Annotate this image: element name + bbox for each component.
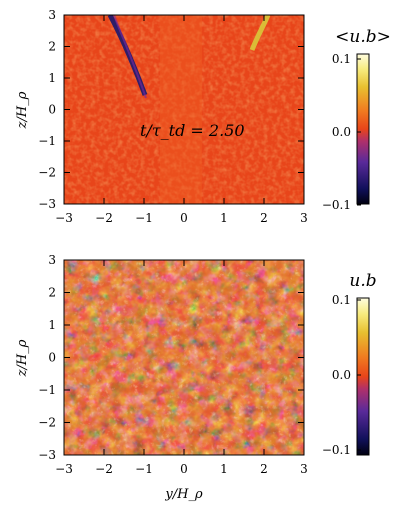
x-tick-label: 1	[220, 462, 228, 476]
x-tick-label: 0	[180, 462, 188, 476]
y-tick-label: 2	[48, 40, 56, 54]
colorbar-tick-label: 0.1	[332, 52, 351, 66]
ticks-top: −3 −2 −1 0 1 2 3 −3 −2 −1 0 1 2 3	[38, 8, 308, 225]
x-tick-label: 2	[260, 462, 268, 476]
colorbar-tick-label: 0.1	[332, 293, 351, 307]
colorbar-tick-label: −0.1	[322, 443, 351, 457]
colorbar-ticks-bottom: 0.1 0.0 −0.1	[322, 293, 361, 457]
colorbar-tick-label: −0.1	[322, 198, 351, 212]
y-tick-label: 1	[48, 71, 56, 85]
x-tick-label: 1	[220, 211, 228, 225]
field-highlights	[64, 260, 304, 455]
y-tick-label: −2	[38, 166, 56, 180]
plot-area-bottom	[64, 260, 304, 455]
x-tick-label: −1	[135, 211, 153, 225]
field-texture	[64, 15, 304, 204]
x-tick-label: 3	[300, 211, 308, 225]
y-tick-label: −1	[38, 134, 56, 148]
y-tick-label: 2	[48, 286, 56, 300]
y-tick-label: 0	[48, 103, 56, 117]
colorbar-title-bottom: u.b	[349, 271, 376, 291]
x-tick-label: −3	[55, 211, 73, 225]
colorbar-tick-label: 0.0	[332, 125, 351, 139]
y-tick-label: −2	[38, 416, 56, 430]
ticks-bottom: −3 −2 −1 0 1 2 3 −3 −2 −1 0 1 2 3	[38, 253, 308, 476]
colorbar-bottom	[356, 297, 370, 456]
y-tick-label: 0	[48, 351, 56, 365]
chart-bottom-svg: −3 −2 −1 0 1 2 3 −3 −2 −1 0 1 2 3 z/H_ρ y/H_ρ u.b 0.1…	[15, 253, 377, 502]
y-tick-label: −1	[38, 383, 56, 397]
colorbar-top	[356, 53, 370, 205]
chart-top-svg: −3 −2 −1 0 1 2 3 −3 −2 −1 0 1 2 3 z/H_ρ t/τ_td = 2.50…	[15, 8, 391, 225]
y-axis-label: z/H_ρ	[15, 339, 30, 377]
x-tick-label: −2	[95, 462, 113, 476]
y-tick-label: −3	[38, 197, 56, 211]
y-tick-label: 1	[48, 318, 56, 332]
time-annotation: t/τ_td = 2.50	[140, 121, 245, 140]
colorbar-title-top: <u.b>	[335, 27, 391, 47]
plot-area-top	[64, 15, 304, 204]
colorbar-tick-label: 0.0	[332, 368, 351, 382]
x-tick-label: 2	[260, 211, 268, 225]
dark-streak-edge	[113, 15, 147, 99]
chart-bottom: −3 −2 −1 0 1 2 3 −3 −2 −1 0 1 2 3 z/H_ρ y/H_ρ u.b 0.1…	[0, 250, 407, 524]
y-tick-label: 3	[48, 253, 56, 267]
y-tick-label: 3	[48, 8, 56, 22]
x-tick-label: −3	[55, 462, 73, 476]
y-tick-label: −3	[38, 448, 56, 462]
chart-top: −3 −2 −1 0 1 2 3 −3 −2 −1 0 1 2 3 z/H_ρ t/τ_td = 2.50…	[0, 0, 407, 250]
x-tick-label: −1	[135, 462, 153, 476]
x-tick-label: 0	[180, 211, 188, 225]
colorbar-ticks-top: 0.1 0.0 −0.1	[322, 52, 361, 212]
x-tick-label: −2	[95, 211, 113, 225]
x-tick-label: 3	[300, 462, 308, 476]
y-axis-label: z/H_ρ	[15, 91, 30, 129]
x-axis-label: y/H_ρ	[164, 487, 203, 502]
central-plume	[160, 15, 202, 204]
bright-streak	[249, 15, 271, 51]
